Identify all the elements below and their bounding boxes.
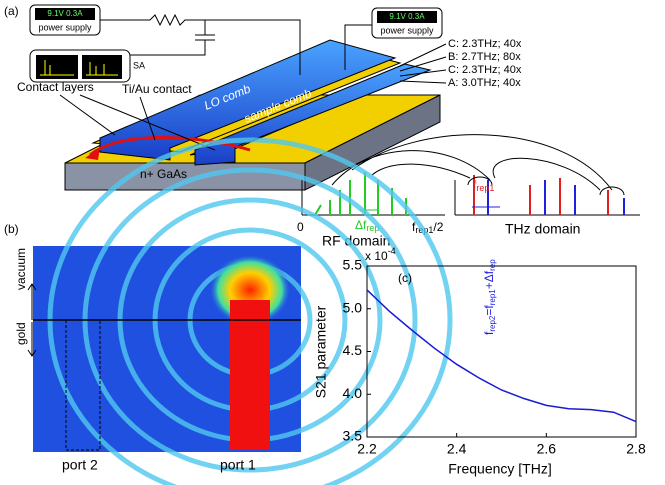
leader (139, 96, 156, 141)
text: Δf (355, 218, 367, 232)
layer-label: C: 2.3THz; 40x (448, 64, 522, 76)
arrow-head (85, 148, 100, 160)
lo-comb (99, 39, 397, 161)
lcd (35, 8, 95, 20)
x-axis-label: Frequency [THz] (448, 461, 551, 477)
leader (399, 69, 447, 77)
delta-frep: Δfrep (355, 218, 379, 233)
sa-label: SA (133, 60, 145, 70)
relation: frep2=frep1+Δfrep (482, 259, 497, 335)
panel-c: (c) x 10-4 Frequency [THz] S21 parameter… (313, 246, 646, 476)
mix-arc (467, 176, 625, 196)
leader (59, 94, 116, 136)
y-tick-label: 4.5 (343, 342, 363, 358)
contact-layers: Contact layers (17, 80, 94, 94)
panel-b: (b) vacuum gold port 2 port 1 (4, 137, 453, 485)
supply-display: 9.1V 0.3A (389, 12, 425, 21)
x-tick-label: 2.8 (626, 441, 646, 457)
leader (399, 43, 447, 67)
exponent: -4 (388, 246, 396, 256)
contact-label: Ti/Au contact (122, 82, 192, 96)
y-tick-label: 5.0 (343, 299, 363, 315)
leader (399, 80, 447, 84)
text: x 10 (365, 249, 388, 263)
port2-box (65, 319, 101, 451)
thz-domain: THz domain (505, 221, 580, 237)
port2-label: port 2 (62, 457, 98, 473)
text: f (412, 220, 416, 234)
vacuum-label: vacuum (14, 248, 28, 290)
panel-a: (a) LO comb sample comb n+ GaAs Contact … (4, 4, 640, 335)
panel-label: (c) (398, 271, 412, 285)
rf-domain: RF domain (322, 233, 390, 249)
x-tick-label: 2.2 (357, 441, 377, 457)
substrate-label: n+ GaAs (140, 167, 187, 181)
sa-trace (40, 60, 118, 76)
port1-label: port 1 (220, 457, 256, 473)
data-line (366, 289, 637, 423)
supply-display: 9.1V 0.3A (47, 9, 83, 18)
wire (100, 13, 301, 75)
subscript: rep (488, 259, 497, 271)
multiplier: x 10-4 (365, 246, 396, 263)
subscript: rep2 (488, 315, 497, 332)
supply-name: power supply (380, 25, 434, 35)
leader (79, 94, 216, 151)
plot-frame (366, 265, 637, 438)
panel-label: (b) (4, 222, 19, 236)
layer-label: A: 3.0THz; 40x (448, 77, 521, 89)
text: /2 (433, 220, 443, 234)
panel-label: (a) (4, 4, 19, 18)
y-axis-label: S21 parameter (313, 305, 329, 398)
frep1: frep1 (473, 178, 494, 193)
layer-label: C: 2.3THz; 40x (448, 38, 522, 50)
subscript: rep (366, 223, 379, 233)
text: f (473, 178, 477, 192)
text: f (482, 331, 496, 335)
supply-name: power supply (38, 22, 92, 32)
leader (399, 56, 447, 72)
current-arrow (89, 136, 251, 157)
text: =f (482, 305, 496, 316)
port1-field (230, 300, 270, 450)
subscript: rep1 (476, 183, 494, 193)
y-tick-label: 3.5 (343, 428, 363, 444)
text: +Δf (482, 270, 496, 289)
rf-zero: 0 (297, 220, 304, 234)
layer-label: B: 2.7THz; 80x (448, 51, 521, 63)
thz-lines-red (473, 175, 609, 215)
lcd (377, 11, 437, 23)
wire (344, 24, 372, 70)
thz-lines-blue (487, 180, 625, 215)
x-tick-label: 2.4 (447, 441, 467, 457)
y-tick-label: 5.5 (343, 257, 363, 273)
arrows (27, 283, 37, 357)
x-tick-label: 2.6 (537, 441, 557, 457)
mapping-arrows (331, 134, 613, 191)
gold-label: gold (14, 322, 28, 345)
capacitor (130, 20, 215, 56)
subscript: rep1 (488, 289, 497, 306)
y-tick-label: 4.0 (343, 385, 363, 401)
